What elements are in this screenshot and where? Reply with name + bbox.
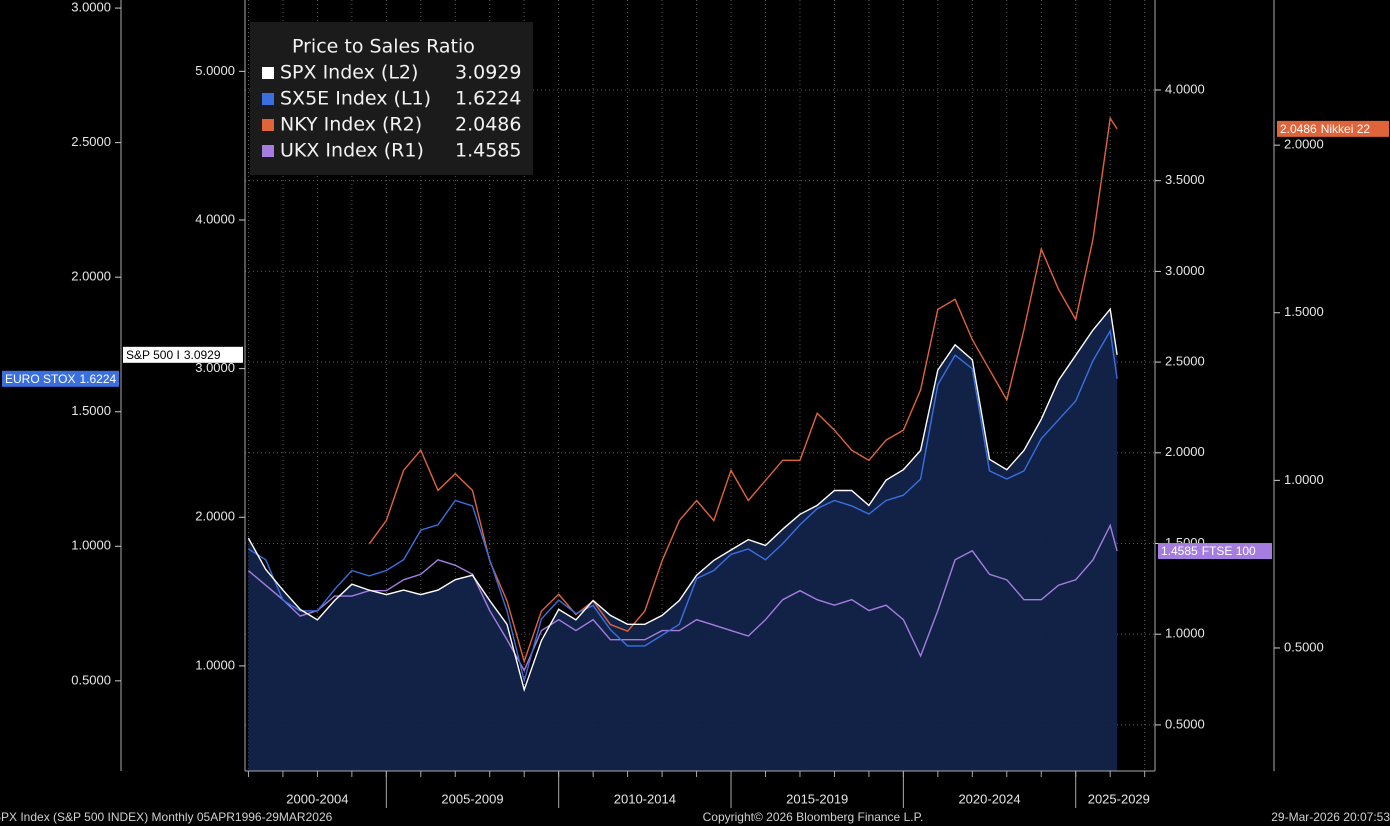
legend-swatch: [262, 119, 274, 131]
y-tick-label: 0.5000: [1284, 639, 1324, 654]
period-label: 2015-2019: [786, 791, 848, 806]
legend-label: SPX Index (L2): [280, 62, 418, 84]
y-tick-label: 3.5000: [1165, 172, 1205, 187]
legend-value: 1.6224: [455, 88, 521, 110]
axis-tag-text: 2.0486 Nikkei 22: [1280, 122, 1370, 136]
legend-entries: SPX Index (L2) 3.0929 SX5E Index (L1) 1.622…: [262, 62, 521, 162]
axis-tag-text: S&P 500 I 3.0929: [126, 348, 221, 362]
tag-name: S&P 500 I: [126, 348, 180, 362]
series-line: [247, 523, 1118, 673]
y-tick-label: 4.0000: [1165, 81, 1205, 96]
series-layer: [247, 116, 1118, 771]
legend-swatch: [262, 145, 274, 157]
y-tick-label: 2.0000: [71, 269, 111, 284]
y-tick-label: 1.0000: [1284, 472, 1324, 487]
tag-value: 1.4585: [1161, 544, 1198, 558]
axis-tag-text: EURO STOX 1.6224: [5, 372, 116, 386]
axis-tag: [2, 370, 119, 387]
tag-value: 1.6224: [79, 372, 116, 386]
y-tick-label: 1.5000: [71, 403, 111, 418]
y-tick-label: 1.5000: [1284, 304, 1324, 319]
y-tick-label: 1.0000: [195, 657, 235, 672]
legend-value: 2.0486: [455, 114, 521, 136]
legend-title: Price to Sales Ratio: [292, 36, 475, 58]
series-line: [368, 116, 1118, 664]
tag-value: 3.0929: [184, 348, 221, 362]
y-tick-label: 2.5000: [71, 134, 111, 149]
y-tick-label: 3.0000: [71, 0, 111, 15]
axis-tag: [1277, 120, 1389, 137]
series-line: [248, 328, 1118, 684]
period-label: 2000-2004: [286, 791, 348, 806]
y-tick-label: 2.0000: [195, 509, 235, 524]
legend-value: 3.0929: [455, 62, 521, 84]
axes-layer: 2000-2004 2005-2009 2010-2014 2015-2019 2020…: [2, 0, 1389, 808]
tag-name: FTSE 100: [1202, 544, 1256, 558]
footer-left: SPX Index (S&P 500 INDEX) Monthly 05APR1…: [0, 810, 333, 824]
legend-label: NKY Index (R2): [280, 114, 422, 136]
legend-swatch: [262, 67, 274, 79]
axis-tag: [1158, 543, 1272, 560]
series-line: [247, 307, 1118, 693]
y-tick-label: 3.0000: [1165, 263, 1205, 278]
legend-label: SX5E Index (L1): [280, 88, 431, 110]
axis-tag-text: 1.4585 FTSE 100: [1161, 544, 1256, 558]
legend-value: 1.4585: [455, 140, 521, 162]
tag-name: EURO STOX: [5, 372, 75, 386]
tag-name: Nikkei 22: [1321, 122, 1371, 136]
legend-label: UKX Index (R1): [280, 140, 424, 162]
period-label: 2025-2029: [1088, 791, 1150, 806]
footer-center: Copyright© 2026 Bloomberg Finance L.P.: [703, 810, 924, 824]
period-label: 2005-2009: [441, 791, 503, 806]
y-tick-label: 2.5000: [1165, 354, 1205, 369]
tag-value: 2.0486: [1280, 122, 1317, 136]
y-tick-label: 2.0000: [1284, 137, 1324, 152]
y-tick-label: 5.0000: [195, 63, 235, 78]
footer-right: 29-Mar-2026 20:07:53: [1271, 810, 1390, 824]
period-label: 2020-2024: [958, 791, 1020, 806]
y-tick-label: 2.0000: [1165, 444, 1205, 459]
area-fill: [248, 309, 1118, 771]
y-tick-label: 4.0000: [195, 211, 235, 226]
legend: Price to Sales Ratio SPX Index (L2) 3.092…: [250, 22, 533, 175]
axis-tag: [123, 346, 243, 363]
y-tick-label: 0.5000: [71, 672, 111, 687]
y-tick-label: 0.5000: [1165, 716, 1205, 731]
period-label: 2010-2014: [614, 791, 676, 806]
legend-box: [250, 22, 533, 175]
legend-swatch: [262, 93, 274, 105]
y-tick-label: 1.0000: [1165, 626, 1205, 641]
y-tick-label: 3.0000: [195, 360, 235, 375]
y-tick-label: 1.0000: [71, 538, 111, 553]
